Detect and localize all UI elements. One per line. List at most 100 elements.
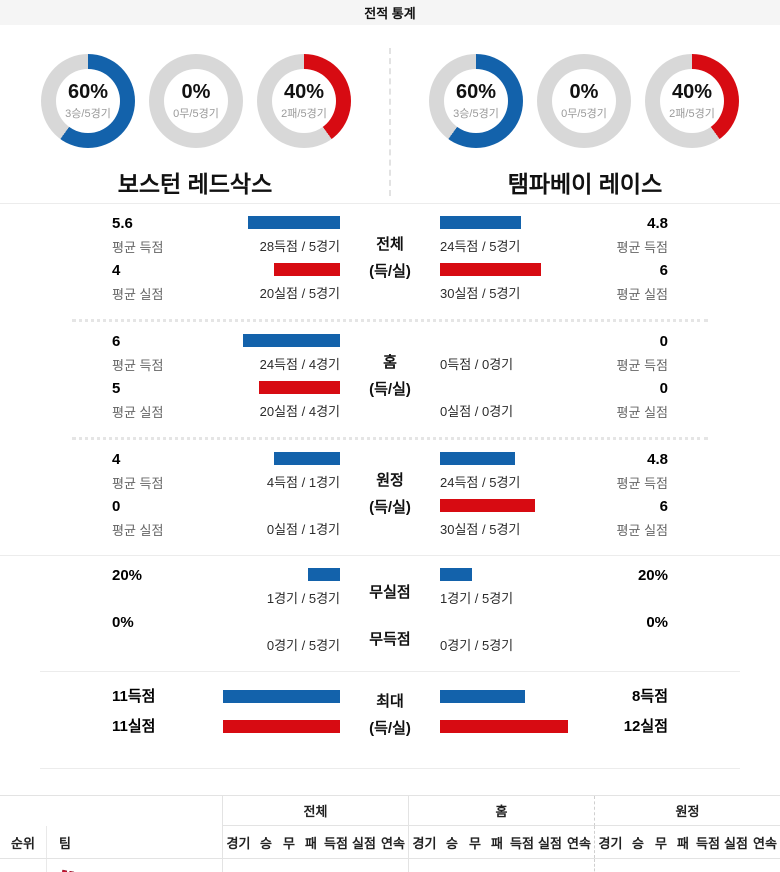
col-games: 경기 (222, 826, 254, 858)
avg-conceded-value: 6 (659, 498, 668, 515)
row-label-line1: 최대 (376, 693, 404, 710)
home-away-values: 0 평균 득점 0 평균 실점 (590, 334, 668, 428)
donut-center: 40% 2패/5경기 (257, 54, 351, 148)
away-team-name: 탬파베이 레이스 (507, 171, 663, 197)
stat-value: 0 (672, 859, 694, 872)
team-names-row: 보스턴 레드삭스 탬파베이 레이스 (0, 165, 780, 197)
stat-value: 2 (300, 859, 322, 872)
avg-conceded-label: 평균 실점 (616, 287, 668, 302)
stat-value: 0 (650, 859, 672, 872)
home-team-name: 보스턴 레드삭스 (117, 171, 273, 197)
col-scored: 득점 (510, 835, 534, 851)
col-streak: 연속 (753, 835, 777, 851)
avg-conceded-value: 0 (112, 498, 121, 515)
team-cell: 보스레드 (46, 859, 222, 872)
loss-rate-value: 40% (671, 80, 713, 103)
avg-conceded-label: 평균 실점 (616, 523, 668, 538)
col-wins: 승 (260, 835, 272, 851)
home-win-donut: 60% 3승/5경기 (41, 54, 135, 148)
avg-conceded-label: 평균 실점 (616, 405, 668, 420)
draw-rate-value: 0% (569, 80, 599, 103)
stat-value: 5 (222, 859, 254, 872)
stat-row-away: 4 평균 득점 0 평균 실점 4득점 / 1경기 0실점 / 1경기 원정 (… (0, 440, 780, 555)
scoreless-pct: 0% (646, 614, 668, 631)
row-label: 무실점 무득점 (340, 568, 440, 662)
col-losses: 패 (491, 835, 503, 851)
cleansheet-pct: 20% (112, 567, 143, 584)
row-label: 원정 (득/실) (340, 452, 440, 546)
shutout-home-values: 20% 0% (112, 568, 190, 662)
col-conceded: 실점 (352, 835, 376, 851)
max-conceded-value: 11실점 (112, 718, 156, 735)
shutout-away-bars: 1경기 / 5경기 0경기 / 5경기 (440, 568, 590, 662)
table-group-header-row: 전체 홈 원정 (0, 796, 780, 826)
overall-away-bars: 24득점 / 5경기 30실점 / 5경기 (440, 216, 590, 310)
max-scored-bar (440, 690, 525, 703)
avg-scored-value: 5.6 (112, 215, 133, 232)
col-wins: 승 (446, 835, 458, 851)
stat-value: 1 (626, 859, 650, 872)
col-wins: 승 (632, 835, 644, 851)
away-draw-donut: 0% 0무/5경기 (537, 54, 631, 148)
group-header-overall: 전체 (222, 796, 408, 826)
shutout-away-values: 20% 0% (590, 568, 668, 662)
stat-value: 3 (254, 859, 278, 872)
dotted-divider (72, 437, 708, 440)
draw-rate-detail: 0무/5경기 (561, 107, 607, 120)
avg-scored-value: 0 (659, 333, 668, 350)
row-label-line2: (득/실) (369, 381, 411, 398)
scored-caption: 24득점 / 5경기 (440, 239, 521, 254)
stat-row-home: 6 평균 득점 5 평균 실점 24득점 / 4경기 20실점 / 4경기 홈 … (0, 322, 780, 437)
dotted-divider (72, 319, 708, 322)
conceded-caption: 20실점 / 4경기 (259, 404, 340, 419)
max-away-bars (440, 690, 590, 754)
donut-center: 40% 2패/5경기 (645, 54, 739, 148)
team-name: 보스레드 (87, 868, 135, 872)
stat-value: 20 (536, 859, 564, 872)
row-label: 홈 (득/실) (340, 334, 440, 428)
col-games: 경기 (594, 826, 626, 858)
scored-caption: 0득점 / 0경기 (440, 357, 514, 372)
stat-value: 0 (722, 859, 750, 872)
max-scored-value: 8득점 (632, 688, 668, 705)
away-away-bars: 24득점 / 5경기 30실점 / 5경기 (440, 452, 590, 546)
home-away-bars: 0득점 / 0경기 0실점 / 0경기 (440, 334, 590, 428)
boston-redsox-logo (62, 869, 75, 872)
col-rank: 순위 (11, 835, 35, 851)
col-conceded: 실점 (724, 835, 748, 851)
scored-caption: 24득점 / 4경기 (259, 357, 340, 372)
conceded-caption: 0실점 / 0경기 (440, 404, 514, 419)
col-streak: 연속 (381, 835, 405, 851)
stat-value: 2 (440, 859, 464, 872)
group-header-away: 원정 (594, 796, 780, 826)
cleansheet-bar (308, 568, 340, 581)
stat-value: 2 (486, 859, 508, 872)
row-label-line1: 전체 (376, 236, 404, 253)
stat-value: 1 (594, 859, 626, 872)
stat-value: 0 (464, 859, 486, 872)
scoreless-pct: 0% (112, 614, 134, 631)
cleansheet-pct: 20% (637, 567, 668, 584)
avg-conceded-value: 6 (659, 262, 668, 279)
scored-caption: 24득점 / 5경기 (440, 475, 521, 490)
stat-value: 4 (694, 859, 722, 872)
max-away-values: 8득점 12실점 (590, 688, 668, 754)
conceded-bar (259, 381, 340, 394)
loss-rate-detail: 2패/5경기 (281, 107, 327, 120)
donut-row: 60% 3승/5경기 0% 0무/5경기 40% 2패/5경기 (0, 25, 780, 148)
avg-scored-label: 평균 득점 (112, 476, 164, 491)
row-label: 전체 (득/실) (340, 216, 440, 310)
section-divider (0, 555, 780, 556)
rank-value: 5 (0, 859, 46, 872)
away-win-donut: 60% 3승/5경기 (429, 54, 523, 148)
cleansheet-label: 무실점 (369, 584, 411, 601)
col-draws: 무 (655, 835, 667, 851)
max-scored-value: 11득점 (112, 688, 156, 705)
draw-rate-value: 0% (181, 80, 211, 103)
away-away-values: 4.8 평균 득점 6 평균 실점 (590, 452, 668, 546)
col-draws: 무 (469, 835, 481, 851)
col-scored: 득점 (324, 835, 348, 851)
row-label-line2: (득/실) (369, 263, 411, 280)
scored-caption: 4득점 / 1경기 (266, 475, 340, 490)
